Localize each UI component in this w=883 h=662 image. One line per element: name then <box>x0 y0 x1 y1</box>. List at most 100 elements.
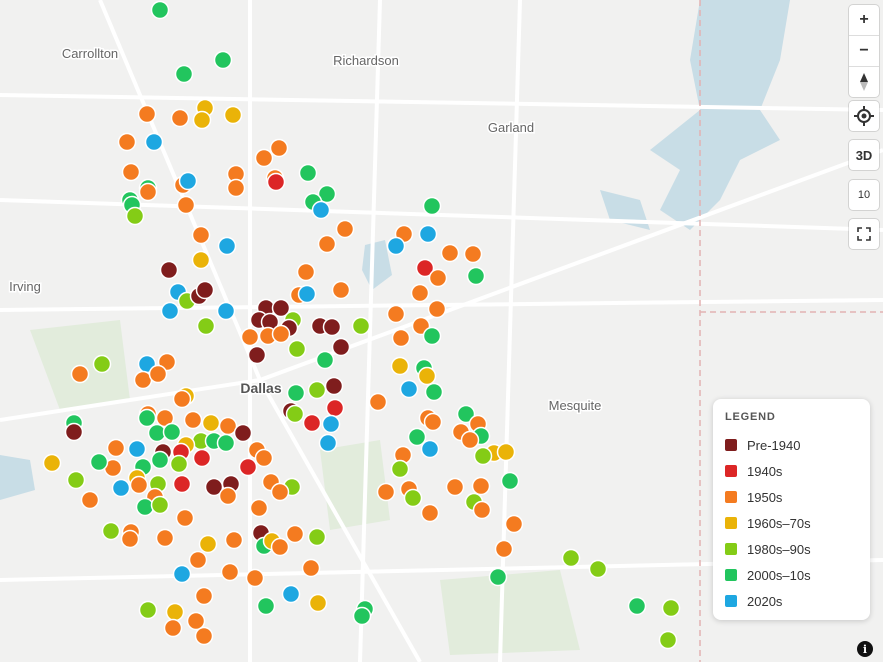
map-marker[interactable] <box>217 236 237 256</box>
map-marker[interactable] <box>165 602 185 622</box>
map-marker[interactable] <box>445 477 465 497</box>
map-marker[interactable] <box>213 50 233 70</box>
map-marker[interactable] <box>331 337 351 357</box>
map-marker[interactable] <box>138 600 158 620</box>
map-marker[interactable] <box>390 459 410 479</box>
map-marker[interactable] <box>216 433 236 453</box>
map-marker[interactable] <box>155 528 175 548</box>
map-marker[interactable] <box>317 184 337 204</box>
map-marker[interactable] <box>101 521 121 541</box>
map-marker[interactable] <box>399 379 419 399</box>
map-marker[interactable] <box>376 482 396 502</box>
map-marker[interactable] <box>318 433 338 453</box>
map-marker[interactable] <box>386 236 406 256</box>
map-marker[interactable] <box>415 258 435 278</box>
map-marker[interactable] <box>254 148 274 168</box>
map-marker[interactable] <box>266 172 286 192</box>
map-marker[interactable] <box>297 284 317 304</box>
map-marker[interactable] <box>218 486 238 506</box>
map-marker[interactable] <box>117 132 137 152</box>
map-marker[interactable] <box>285 524 305 544</box>
map-marker[interactable] <box>220 562 240 582</box>
map-marker[interactable] <box>137 104 157 124</box>
map-marker[interactable] <box>138 182 158 202</box>
map-marker[interactable] <box>256 596 276 616</box>
map-marker[interactable] <box>270 537 290 557</box>
map-marker[interactable] <box>420 503 440 523</box>
map-marker[interactable] <box>172 474 192 494</box>
legend-item[interactable]: 1980s–90s <box>725 536 858 562</box>
map-marker[interactable] <box>178 171 198 191</box>
map-marker[interactable] <box>160 301 180 321</box>
map-marker[interactable] <box>144 132 164 152</box>
map-marker[interactable] <box>196 316 216 336</box>
map-marker[interactable] <box>440 243 460 263</box>
map-marker[interactable] <box>125 206 145 226</box>
map-marker[interactable] <box>247 345 267 365</box>
map-marker[interactable] <box>70 364 90 384</box>
map-marker[interactable] <box>175 508 195 528</box>
map-marker[interactable] <box>427 299 447 319</box>
map-marker[interactable] <box>302 413 322 433</box>
map-marker[interactable] <box>238 457 258 477</box>
map-marker[interactable] <box>281 584 301 604</box>
map-marker[interactable] <box>422 196 442 216</box>
map-marker[interactable] <box>170 108 190 128</box>
legend-item[interactable]: Pre-1940 <box>725 432 858 458</box>
map-marker[interactable] <box>216 301 236 321</box>
map-marker[interactable] <box>418 224 438 244</box>
map-marker[interactable] <box>135 497 155 517</box>
map-marker[interactable] <box>466 266 486 286</box>
map-marker[interactable] <box>386 304 406 324</box>
map-marker[interactable] <box>106 438 126 458</box>
map-marker[interactable] <box>658 630 678 650</box>
locate-button[interactable] <box>849 101 879 131</box>
map-marker[interactable] <box>195 280 215 300</box>
map-marker[interactable] <box>169 454 189 474</box>
map-marker[interactable] <box>561 548 581 568</box>
map-marker[interactable] <box>463 244 483 264</box>
map-marker[interactable] <box>92 354 112 374</box>
map-marker[interactable] <box>172 564 192 584</box>
map-marker[interactable] <box>351 316 371 336</box>
map-marker[interactable] <box>307 380 327 400</box>
map-marker[interactable] <box>245 568 265 588</box>
map-marker[interactable] <box>120 529 140 549</box>
fullscreen-button[interactable] <box>849 219 879 249</box>
zoom-out-button[interactable]: − <box>849 35 879 66</box>
map-marker[interactable] <box>307 527 327 547</box>
map-marker[interactable] <box>423 412 443 432</box>
map-marker[interactable] <box>64 422 84 442</box>
tilt-button[interactable]: 3D <box>855 147 873 163</box>
map-marker[interactable] <box>390 356 410 376</box>
map-marker[interactable] <box>315 350 335 370</box>
map-marker[interactable] <box>424 382 444 402</box>
map-marker[interactable] <box>352 606 372 626</box>
map-marker[interactable] <box>317 234 337 254</box>
map-marker[interactable] <box>194 626 214 646</box>
map-marker[interactable] <box>42 453 62 473</box>
map-marker[interactable] <box>473 446 493 466</box>
map-marker[interactable] <box>191 250 211 270</box>
map-marker[interactable] <box>121 162 141 182</box>
map-marker[interactable] <box>186 611 206 631</box>
map-marker[interactable] <box>335 219 355 239</box>
map-marker[interactable] <box>331 280 351 300</box>
map-marker[interactable] <box>129 475 149 495</box>
map-marker[interactable] <box>163 618 183 638</box>
map-marker[interactable] <box>254 448 274 468</box>
map-marker[interactable] <box>420 439 440 459</box>
map-marker[interactable] <box>172 389 192 409</box>
map-marker[interactable] <box>183 410 203 430</box>
legend-item[interactable]: 1960s–70s <box>725 510 858 536</box>
map-marker[interactable] <box>627 596 647 616</box>
map-marker[interactable] <box>296 262 316 282</box>
map-marker[interactable] <box>66 470 86 490</box>
map-marker[interactable] <box>325 398 345 418</box>
map-marker[interactable] <box>249 498 269 518</box>
map-marker[interactable] <box>226 178 246 198</box>
map-marker[interactable] <box>148 364 168 384</box>
map-marker[interactable] <box>496 442 516 462</box>
map-marker[interactable] <box>321 414 341 434</box>
